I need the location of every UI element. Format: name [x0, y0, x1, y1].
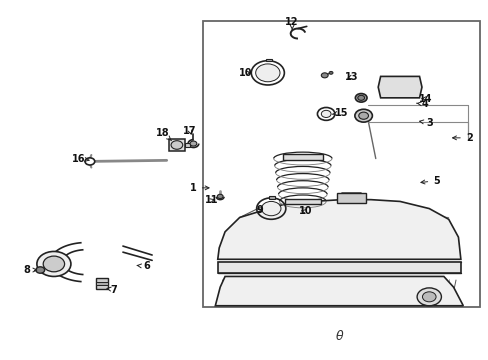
Text: 16: 16 — [72, 154, 89, 163]
Circle shape — [354, 109, 372, 122]
Circle shape — [358, 112, 368, 119]
Text: 14: 14 — [418, 94, 431, 104]
Text: 4: 4 — [416, 99, 428, 109]
Text: 10: 10 — [238, 68, 252, 78]
Circle shape — [43, 256, 64, 272]
Bar — [217, 262, 460, 273]
Circle shape — [171, 141, 183, 149]
Text: 17: 17 — [183, 126, 196, 136]
Circle shape — [328, 71, 332, 74]
Circle shape — [85, 158, 95, 165]
Bar — [269, 196, 275, 199]
Bar — [184, 143, 189, 147]
Bar — [336, 193, 366, 203]
Text: $\theta$: $\theta$ — [334, 329, 344, 343]
Text: 5: 5 — [420, 176, 439, 186]
Text: 6: 6 — [137, 261, 149, 271]
Circle shape — [355, 94, 366, 102]
Bar — [285, 199, 321, 204]
Text: 1: 1 — [190, 183, 208, 193]
Circle shape — [37, 251, 71, 276]
Circle shape — [321, 111, 330, 117]
Bar — [96, 278, 108, 289]
Circle shape — [190, 141, 197, 146]
Text: 18: 18 — [156, 128, 171, 141]
Text: 9: 9 — [256, 205, 263, 215]
Circle shape — [217, 194, 223, 199]
Bar — [169, 139, 184, 152]
Text: 8: 8 — [23, 265, 37, 275]
Bar — [266, 59, 272, 62]
Text: 15: 15 — [331, 108, 348, 118]
Circle shape — [422, 292, 435, 302]
Bar — [96, 282, 108, 285]
Circle shape — [357, 95, 364, 100]
Circle shape — [36, 267, 44, 273]
Circle shape — [416, 288, 441, 306]
Circle shape — [255, 64, 280, 82]
Polygon shape — [377, 76, 421, 98]
Bar — [203, 21, 479, 307]
Text: 7: 7 — [107, 285, 117, 295]
Text: 10: 10 — [298, 206, 311, 216]
Text: 12: 12 — [285, 17, 298, 30]
Text: 13: 13 — [344, 72, 358, 82]
Bar — [283, 154, 323, 160]
Text: 11: 11 — [204, 195, 218, 205]
Polygon shape — [217, 200, 460, 259]
Circle shape — [321, 73, 327, 78]
Text: 2: 2 — [452, 133, 471, 143]
Text: 3: 3 — [419, 118, 432, 128]
Polygon shape — [215, 276, 462, 306]
Circle shape — [261, 202, 281, 216]
